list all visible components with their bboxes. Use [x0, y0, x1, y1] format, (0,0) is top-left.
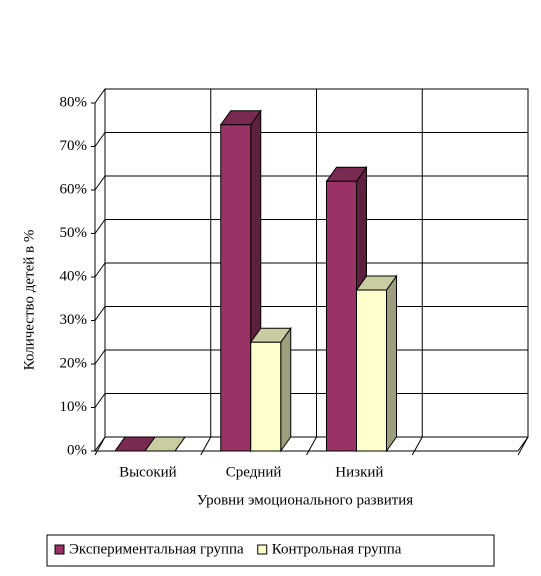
floor-divider: [94, 436, 106, 456]
grid-line: [94, 349, 106, 365]
floor-divider: [411, 436, 423, 456]
y-axis-title: Количество детей в %: [21, 230, 37, 371]
grid-line: [94, 262, 106, 278]
bar-side: [280, 326, 292, 453]
legend-box: [46, 534, 495, 567]
grid-line: [94, 306, 106, 321]
legend-label: Контрольная группа: [272, 541, 402, 557]
y-tick-label: 80%: [60, 94, 88, 110]
grid-line: [94, 219, 106, 234]
y-tick-label: 60%: [60, 181, 88, 197]
x-tick-label: Низкий: [335, 464, 383, 480]
grid-line: [94, 132, 106, 147]
y-tick-label: 0%: [67, 442, 87, 458]
bar-top: [144, 436, 186, 452]
legend-swatch: [54, 544, 65, 555]
x-axis-title: Уровни эмоционального развития: [197, 492, 414, 508]
floor-right: [517, 436, 529, 452]
floor-divider: [200, 436, 212, 456]
bar-side: [386, 274, 397, 453]
y-tick-label: 30%: [60, 312, 88, 328]
bar: [250, 341, 282, 452]
x-tick-label: Средний: [226, 464, 282, 480]
floor-divider: [306, 436, 317, 456]
grid-line: [94, 88, 106, 104]
x-tick-label: Высокий: [119, 464, 177, 480]
bar: [326, 180, 357, 452]
y-tick-label: 10%: [60, 399, 88, 415]
grid-line: [94, 175, 106, 191]
bar: [356, 289, 387, 452]
legend-label: Экспериментальная группа: [69, 541, 244, 557]
grid-line: [94, 393, 106, 408]
y-tick-label: 40%: [60, 268, 88, 284]
bar: [220, 124, 252, 452]
legend-swatch: [257, 544, 268, 555]
y-tick-label: 50%: [60, 225, 88, 241]
y-tick-label: 70%: [60, 138, 88, 154]
y-tick-label: 20%: [60, 355, 88, 371]
